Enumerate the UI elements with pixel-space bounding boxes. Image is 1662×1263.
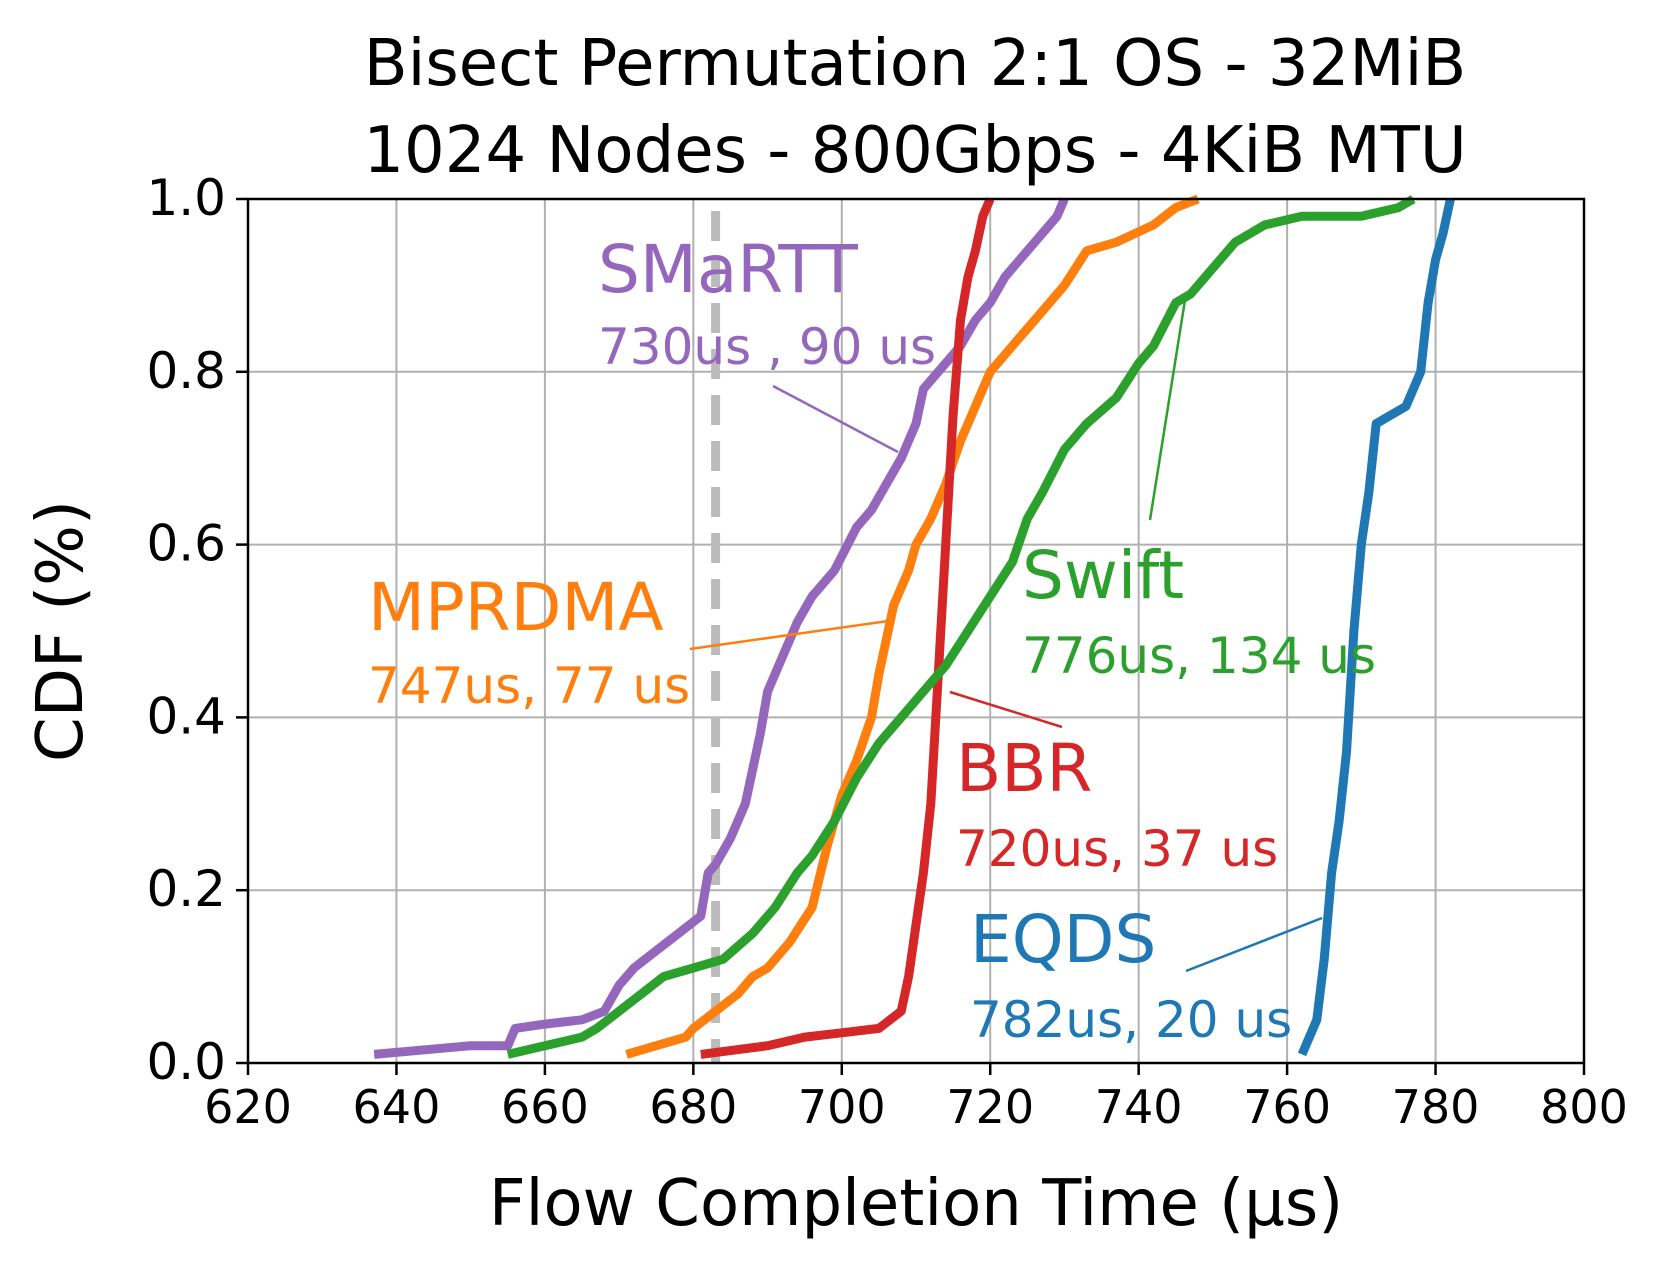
x-tick-label: 640	[353, 1080, 441, 1134]
label-mprdma: MPRDMA	[368, 569, 664, 646]
y-axis-label: CDF (%)	[24, 500, 98, 762]
chart-title-line-1: Bisect Permutation 2:1 OS - 32MiB	[364, 27, 1467, 101]
label-eqds: EQDS	[970, 901, 1156, 978]
series-group	[373, 194, 1455, 1059]
label-bbr: BBR	[956, 730, 1092, 807]
chart-title-line-2: 1024 Nodes - 800Gbps - 4KiB MTU	[363, 114, 1466, 188]
x-tick-label: 780	[1392, 1080, 1480, 1134]
x-axis-label: Flow Completion Time (µs)	[489, 1167, 1343, 1241]
y-tick-label: 0.6	[146, 515, 226, 573]
label-smartt: SMaRTT	[598, 231, 858, 308]
leader-smartt	[772, 384, 899, 454]
y-tick-label: 1.0	[146, 169, 226, 227]
leader-bbr	[949, 690, 1063, 729]
series-line-swift	[506, 195, 1416, 1059]
y-tick-label: 0.8	[146, 342, 226, 400]
label-swift: Swift	[1022, 537, 1184, 614]
x-tick-label: 720	[946, 1080, 1034, 1134]
leader-mprdma	[689, 618, 896, 651]
leader-eqds	[1185, 916, 1323, 973]
y-tick-label: 0.4	[146, 687, 226, 745]
series-line-smartt	[373, 197, 1069, 1059]
x-tick-label: 740	[1095, 1080, 1183, 1134]
series-line-mprdma	[625, 194, 1200, 1059]
x-tick-label: 700	[798, 1080, 886, 1134]
x-tick-label: 760	[1243, 1080, 1331, 1134]
ticks-group: 620 640 660 680 700 720 740 760 780 800 0.0 0.2 0.4 0…	[146, 169, 1627, 1134]
x-tick-label: 680	[649, 1080, 737, 1134]
plot-frame	[246, 197, 1586, 1065]
stats-eqds: 782us, 20 us	[970, 991, 1292, 1049]
x-tick-label: 660	[501, 1080, 589, 1134]
y-tick-label: 0.0	[146, 1033, 226, 1091]
stats-bbr: 720us, 37 us	[956, 820, 1278, 878]
series-line-bbr	[700, 197, 995, 1059]
stats-mprdma: 747us, 77 us	[368, 657, 690, 715]
x-tick-label: 620	[204, 1080, 292, 1134]
x-tick-label: 800	[1540, 1080, 1628, 1134]
stats-swift: 776us, 134 us	[1022, 627, 1376, 685]
y-tick-label: 0.2	[146, 860, 226, 918]
annotations-group: SMaRTT 730us , 90 us MPRDMA 747us, 77 us…	[368, 231, 1376, 1049]
series-line-eqds	[1297, 198, 1455, 1057]
stats-smartt: 730us , 90 us	[598, 318, 936, 376]
leader-swift	[1148, 299, 1187, 521]
